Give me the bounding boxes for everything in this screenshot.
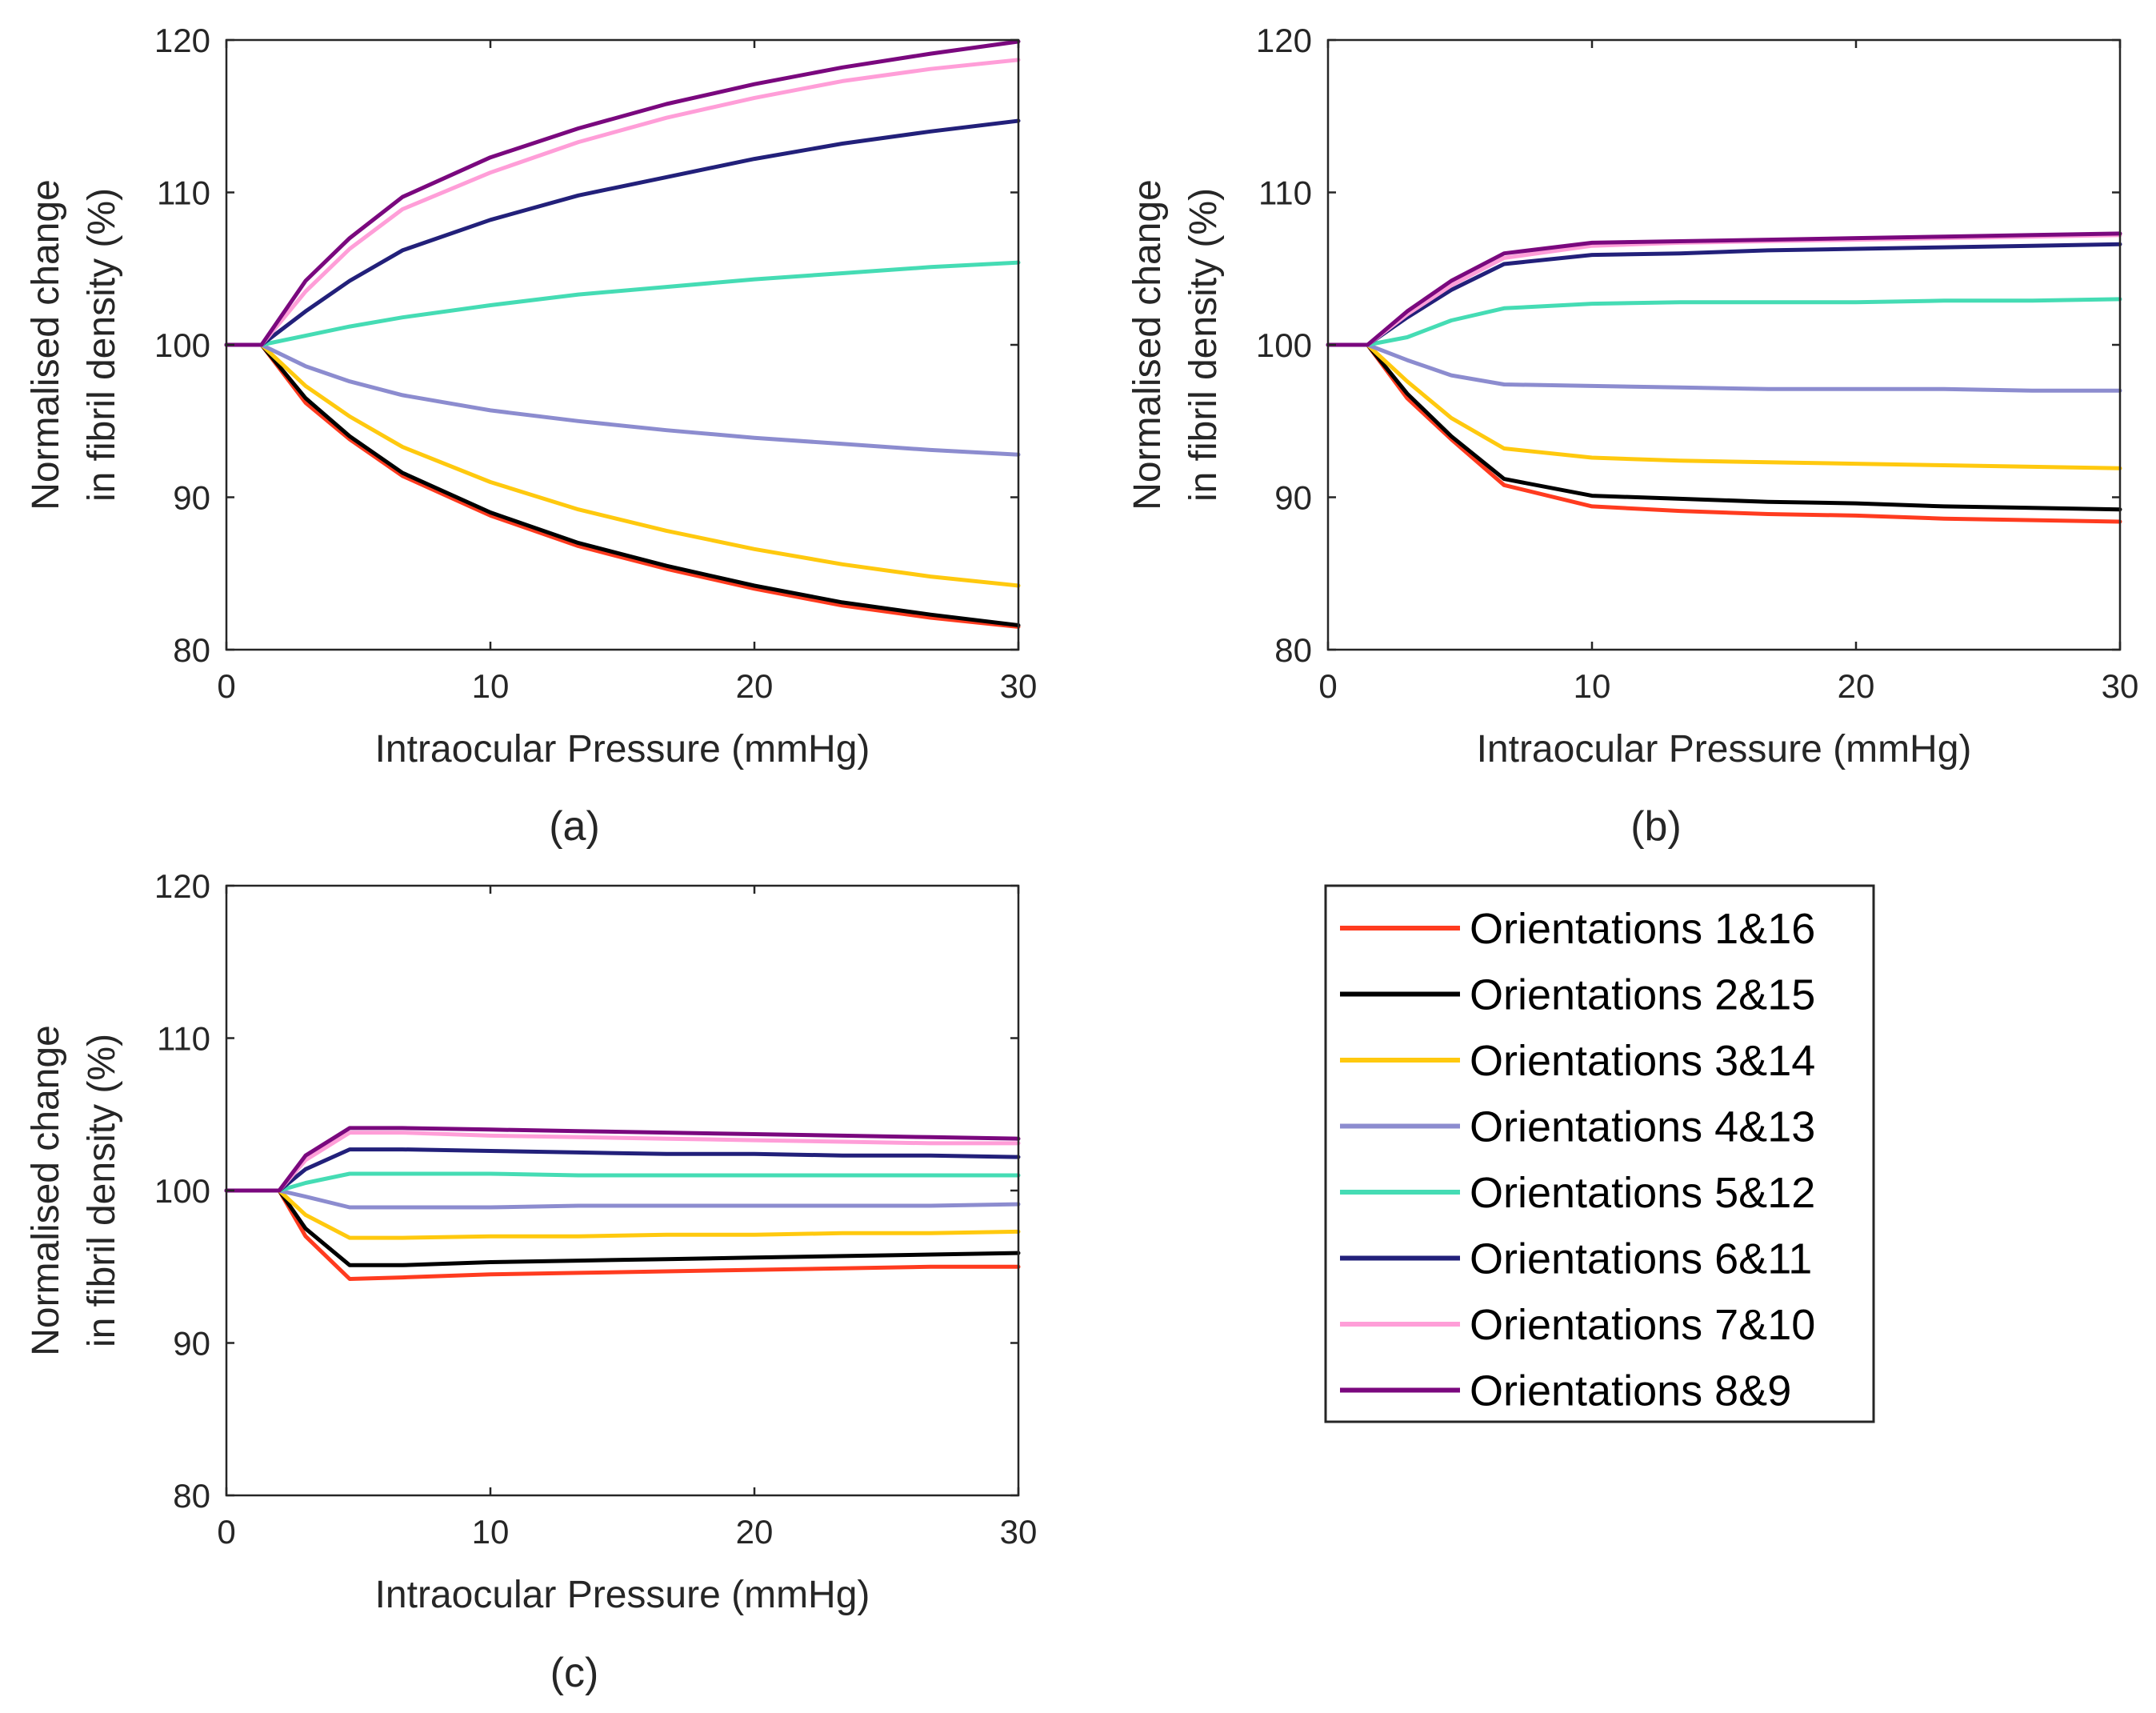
y-axis-label-line-1: Normalised change: [25, 1025, 67, 1356]
series-line-7: [224, 1131, 1021, 1193]
legend-label: Orientations 1&16: [1470, 905, 1815, 953]
plot-area: [226, 40, 1018, 650]
x-tick-label: 30: [1000, 1513, 1038, 1551]
x-tick-label: 0: [1318, 667, 1337, 705]
series-line-5: [224, 260, 1021, 347]
x-axis-label: Intraocular Pressure (mmHg): [1477, 728, 1972, 770]
legend-label: Orientations 4&13: [1470, 1103, 1815, 1151]
legend-label: Orientations 8&9: [1470, 1367, 1791, 1415]
series-line-2: [224, 1188, 1021, 1267]
x-tick-label: 0: [217, 1513, 235, 1551]
series-line-1: [1326, 342, 2122, 524]
x-tick-label: 30: [2102, 667, 2139, 705]
y-tick-label: 90: [173, 1325, 210, 1363]
x-tick-label: 30: [1000, 667, 1038, 705]
chart-panel-a: 0 10 20 30 80 90 100 110 120 Intraocular Pressure…: [25, 22, 1037, 850]
legend-box: [1324, 884, 1875, 1423]
x-tick-label: 10: [472, 1513, 510, 1551]
y-tick-label: 100: [154, 1172, 210, 1210]
legend-label: Orientations 2&15: [1470, 971, 1815, 1019]
series-line-3: [224, 1188, 1021, 1240]
series-line-8: [1326, 231, 2122, 347]
x-tick-label: 20: [736, 667, 774, 705]
panel-label: (a): [549, 803, 600, 850]
y-tick-label: 80: [173, 1477, 210, 1515]
plot-area: [1328, 40, 2120, 650]
y-tick-label: 80: [173, 631, 210, 669]
panel-label: (c): [550, 1650, 599, 1696]
chart-panel-b: 0 10 20 30 80 90 100 110 120 Intraocular Pressure…: [1126, 22, 2138, 850]
legend-item-4: Orientations 4&13: [1340, 1103, 1815, 1151]
y-axis-label-line-2: in fibril density (%): [1182, 188, 1225, 502]
legend-item-8: Orientations 8&9: [1340, 1367, 1791, 1415]
y-tick-label: 80: [1274, 631, 1312, 669]
series-line-1: [224, 1188, 1021, 1281]
series-line-5: [224, 1171, 1021, 1193]
legend-label: Orientations 3&14: [1470, 1037, 1815, 1085]
series-line-4: [1326, 342, 2122, 393]
series-line-1: [224, 342, 1021, 629]
y-tick-label: 90: [173, 479, 210, 517]
y-axis-label-line-2: in fibril density (%): [81, 1034, 123, 1347]
series-line-6: [224, 1147, 1021, 1193]
legend-item-7: Orientations 7&10: [1340, 1301, 1815, 1349]
legend-item-3: Orientations 3&14: [1340, 1037, 1815, 1085]
y-tick-label: 100: [154, 326, 210, 364]
series-line-4: [224, 342, 1021, 457]
series-line-4: [224, 1188, 1021, 1210]
x-tick-label: 10: [1574, 667, 1611, 705]
chart-panel-c: 0 10 20 30 80 90 100 110 120 Intraocular Pressure…: [25, 867, 1037, 1696]
x-axis-label: Intraocular Pressure (mmHg): [375, 728, 870, 770]
series-line-2: [1326, 342, 2122, 512]
series-line-8: [224, 1126, 1021, 1193]
legend-item-1: Orientations 1&16: [1340, 905, 1815, 953]
x-tick-label: 10: [472, 667, 510, 705]
x-tick-label: 20: [736, 1513, 774, 1551]
series-line-6: [224, 118, 1021, 347]
x-axis-label: Intraocular Pressure (mmHg): [375, 1574, 870, 1616]
legend-item-2: Orientations 2&15: [1340, 971, 1815, 1019]
x-tick-label: 20: [1838, 667, 1875, 705]
plot-area: [226, 886, 1018, 1495]
y-tick-label: 110: [1258, 174, 1312, 212]
legend-item-5: Orientations 5&12: [1340, 1169, 1815, 1217]
series-line-3: [224, 342, 1021, 588]
legend-label: Orientations 6&11: [1470, 1235, 1812, 1283]
x-tick-label: 0: [217, 667, 235, 705]
legend-label: Orientations 7&10: [1470, 1301, 1815, 1349]
legend-item-6: Orientations 6&11: [1340, 1235, 1812, 1283]
series-line-8: [224, 39, 1021, 347]
y-tick-label: 110: [157, 1020, 210, 1058]
legend: Orientations 1&16 Orientations 2&15 Orient…: [1324, 884, 1875, 1423]
series-line-7: [224, 58, 1021, 347]
panel-label: (b): [1630, 803, 1682, 850]
y-axis-label-line-1: Normalised change: [25, 179, 67, 510]
legend-label: Orientations 5&12: [1470, 1169, 1815, 1217]
y-tick-label: 90: [1274, 479, 1312, 517]
series-line-5: [1326, 297, 2122, 347]
series-line-3: [1326, 342, 2122, 470]
series-line-6: [1326, 242, 2122, 347]
y-axis-label-line-2: in fibril density (%): [81, 188, 123, 502]
y-tick-label: 110: [157, 174, 210, 212]
y-tick-label: 120: [1256, 22, 1312, 59]
y-tick-label: 120: [154, 22, 210, 59]
series-line-2: [224, 342, 1021, 627]
y-tick-label: 100: [1256, 326, 1312, 364]
y-axis-label-line-1: Normalised change: [1126, 179, 1169, 510]
y-tick-label: 120: [154, 867, 210, 905]
